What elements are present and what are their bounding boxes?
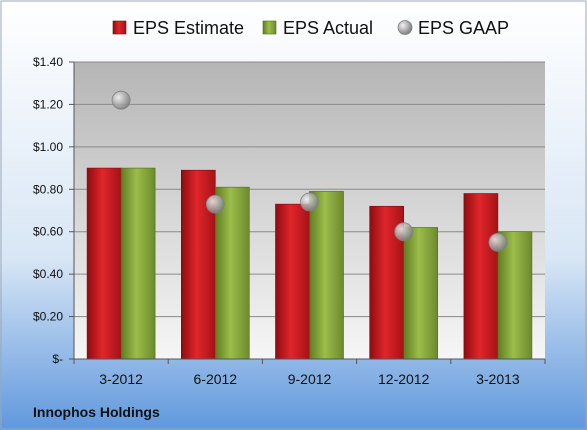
eps-gaap-point: [300, 192, 319, 212]
y-tick-label: $0.40: [33, 267, 63, 281]
legend-label: EPS Estimate: [133, 18, 244, 38]
y-tick-label: $-: [52, 352, 63, 366]
eps-actual-bar: [403, 227, 439, 360]
y-tick-label: $1.40: [33, 55, 63, 69]
y-tick-label: $1.00: [33, 140, 63, 154]
y-tick-label: $0.60: [33, 225, 63, 239]
legend: EPS Estimate EPS Actual EPS GAAP: [112, 18, 509, 38]
x-axis: 3-2012 6-2012 9-2012 12-2012 3-2013: [73, 358, 546, 387]
eps-estimate-bar: [275, 203, 310, 360]
company-name: Innophos Holdings: [33, 404, 160, 420]
eps-gaap-point: [394, 222, 414, 242]
eps-gaap-point: [488, 232, 508, 252]
x-category-label: 6-2012: [194, 371, 238, 387]
gaap-points: [111, 90, 508, 252]
eps-actual-bar: [497, 231, 533, 360]
x-category-label: 3-2012: [99, 371, 143, 387]
eps-gaap-point: [205, 194, 225, 214]
eps-estimate-bar: [86, 167, 122, 360]
eps-actual-bar: [215, 186, 250, 360]
legend-label: EPS Actual: [283, 18, 373, 38]
bars: [86, 167, 533, 360]
eps-actual-bar: [309, 191, 344, 360]
x-category-label: 12-2012: [378, 371, 430, 387]
y-tick-label: $0.20: [33, 310, 63, 324]
eps-estimate-bar: [463, 193, 499, 360]
x-category-label: 9-2012: [288, 371, 332, 387]
y-axis: $- $0.20 $0.40 $0.60 $0.80 $1.00 $1.20 $1.40: [33, 55, 75, 366]
y-tick-label: $1.20: [33, 97, 63, 111]
legend-gaap-swatch: [397, 20, 413, 35]
eps-gaap-point: [111, 90, 131, 110]
y-tick-label: $0.80: [33, 182, 63, 196]
eps-actual-bar: [120, 167, 156, 360]
legend-label: EPS GAAP: [418, 18, 509, 38]
legend-estimate-swatch: [112, 20, 127, 35]
legend-actual-swatch: [262, 20, 277, 35]
x-category-label: 3-2013: [476, 371, 520, 387]
